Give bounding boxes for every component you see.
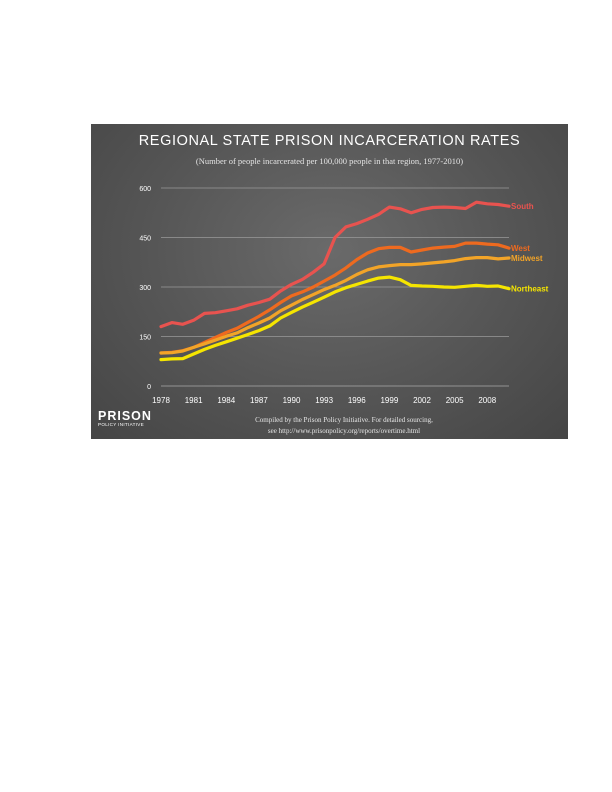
credit-line-2: see http://www.prisonpolicy.org/reports/…	[267, 427, 421, 435]
x-tick-label: 1987	[250, 396, 268, 405]
x-tick-label: 1984	[217, 396, 235, 405]
x-tick-label: 1981	[185, 396, 203, 405]
x-tick-label: 2008	[478, 396, 496, 405]
y-tick-label: 0	[147, 384, 151, 391]
x-tick-label: 1993	[315, 396, 333, 405]
x-tick-label: 2005	[446, 396, 464, 405]
chart-slide: REGIONAL STATE PRISON INCARCERATION RATE…	[91, 124, 568, 439]
x-tick-label: 1978	[152, 396, 170, 405]
source-credit: Compiled by the Prison Policy Initiative…	[229, 415, 459, 437]
y-tick-label: 150	[139, 335, 151, 342]
y-tick-label: 300	[139, 285, 151, 292]
series-line-south	[159, 200, 511, 329]
series-lines	[159, 200, 511, 362]
credit-line-1: Compiled by the Prison Policy Initiative…	[255, 416, 433, 424]
axis-labels: 0 150 300 450 600 1978 1981 1984 1987 1990 1993 199…	[139, 186, 496, 405]
logo-main-text: PRISON	[98, 409, 152, 423]
chart-title: REGIONAL STATE PRISON INCARCERATION RATE…	[138, 133, 521, 149]
y-tick-label: 450	[139, 236, 151, 243]
x-tick-label: 1996	[348, 396, 366, 405]
series-line-midwest	[159, 256, 511, 355]
logo-sub-text: POLICY INITIATIVE	[98, 422, 145, 427]
x-tick-label: 1999	[380, 396, 398, 405]
x-tick-label: 2002	[413, 396, 431, 405]
line-chart: 0 150 300 450 600 1978 1981 1984 1987 1990 1993 199…	[139, 186, 549, 405]
series-label-south: South	[511, 202, 534, 211]
y-tick-label: 600	[139, 186, 151, 193]
x-tick-label: 1990	[283, 396, 301, 405]
series-label-west: West	[511, 244, 530, 253]
series-label-midwest: Midwest	[511, 254, 543, 263]
chart-subtitle: (Number of people incarcerated per 100,0…	[195, 156, 464, 166]
series-label-northeast: Northeast	[511, 285, 549, 294]
prison-policy-logo: PRISON POLICY INITIATIVE	[98, 410, 152, 428]
series-line-west	[159, 241, 511, 355]
series-line-northeast	[159, 275, 511, 362]
